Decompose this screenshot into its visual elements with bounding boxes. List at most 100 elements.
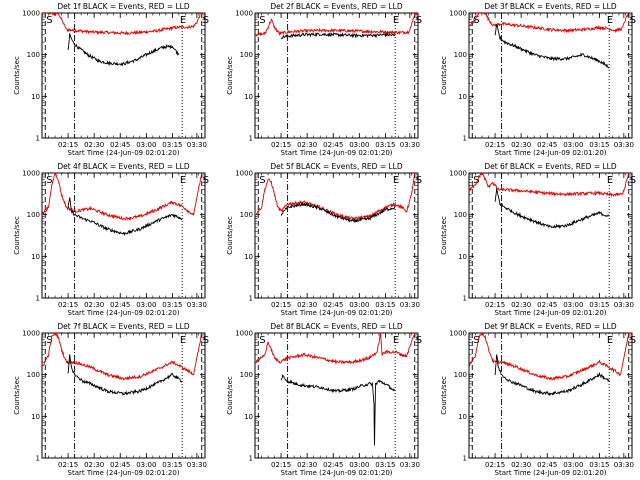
chart-panel-9: Det 9f BLACK = Events, RED = LLD 1 10 100 10… <box>440 322 636 477</box>
series-line-events <box>280 374 396 446</box>
y-tick-label: 1000 <box>235 330 253 338</box>
plot-frame <box>254 12 419 139</box>
x-tick-label: 02:15 <box>58 141 78 149</box>
marker-label: S <box>259 335 265 346</box>
y-axis-label: Counts/sec <box>13 216 21 255</box>
marker-label: S <box>259 15 265 26</box>
y-tick-label: 100 <box>240 51 253 59</box>
chart-panel-6: Det 6f BLACK = Events, RED = LLD 1 10 100 10… <box>440 162 636 317</box>
y-tick-label: 1000 <box>449 170 467 178</box>
x-tick-label: 03:00 <box>349 461 369 469</box>
x-tick-label: 02:30 <box>511 461 531 469</box>
x-axis-label: Start Time (24-Jun-09 02:01:20) <box>68 309 180 317</box>
x-tick-label: 02:15 <box>485 141 505 149</box>
marker-label: S <box>46 175 52 186</box>
y-axis-label: Counts/sec <box>226 56 234 95</box>
chart-panel-8: Det 8f BLACK = Events, RED = LLD 1 10 100 10… <box>226 322 422 477</box>
x-tick-label: 03:30 <box>614 141 634 149</box>
y-tick-label: 1 <box>36 455 40 463</box>
marker-label: E <box>607 335 613 346</box>
x-tick-label: 03:15 <box>589 141 609 149</box>
marker-label: E <box>180 15 186 26</box>
x-tick-label: 03:30 <box>400 301 420 309</box>
x-axis-label: Start Time (24-Jun-09 02:01:20) <box>281 149 393 157</box>
series-line-lld <box>42 173 203 221</box>
series-line-lld <box>42 333 203 381</box>
y-tick-label: 1000 <box>449 10 467 18</box>
y-tick-label: 10 <box>244 253 253 261</box>
y-tick-label: 100 <box>27 51 40 59</box>
series-line-events <box>494 188 610 230</box>
marker-label: E <box>607 175 613 186</box>
x-tick-label: 02:15 <box>58 461 78 469</box>
marker-label: S <box>630 335 636 346</box>
x-tick-label: 02:15 <box>485 461 505 469</box>
marker-label: S <box>630 15 636 26</box>
marker-label: S <box>473 175 479 186</box>
y-axis-label: Counts/sec <box>440 216 448 255</box>
x-tick-label: 03:00 <box>349 141 369 149</box>
x-tick-label: 02:45 <box>323 461 343 469</box>
x-tick-label: 03:15 <box>162 141 182 149</box>
x-tick-label: 03:15 <box>375 301 395 309</box>
x-axis-label: Start Time (24-Jun-09 02:01:20) <box>495 469 607 477</box>
y-tick-label: 10 <box>244 93 253 101</box>
chart-panel-4: Det 4f BLACK = Events, RED = LLD 1 10 100 10… <box>13 162 209 317</box>
x-tick-label: 02:15 <box>58 301 78 309</box>
x-tick-label: 03:00 <box>563 301 583 309</box>
y-tick-label: 1 <box>249 455 253 463</box>
y-axis-label: Counts/sec <box>13 56 21 95</box>
plot-frame <box>468 172 633 299</box>
x-tick-label: 03:00 <box>563 461 583 469</box>
marker-label: S <box>203 15 209 26</box>
y-tick-label: 1 <box>36 295 40 303</box>
y-tick-label: 10 <box>31 253 40 261</box>
y-tick-label: 10 <box>458 93 467 101</box>
x-tick-label: 02:15 <box>271 461 291 469</box>
y-tick-label: 100 <box>27 211 40 219</box>
x-axis-label: Start Time (24-Jun-09 02:01:20) <box>495 309 607 317</box>
x-tick-label: 02:30 <box>511 301 531 309</box>
y-tick-label: 1000 <box>22 10 40 18</box>
x-tick-label: 02:15 <box>271 141 291 149</box>
x-axis-label: Start Time (24-Jun-09 02:01:20) <box>68 149 180 157</box>
y-tick-label: 100 <box>454 211 467 219</box>
marker-label: S <box>473 335 479 346</box>
chart-title: Det 6f BLACK = Events, RED = LLD <box>484 162 617 171</box>
y-tick-label: 10 <box>458 253 467 261</box>
y-tick-label: 10 <box>31 93 40 101</box>
marker-label: E <box>393 15 399 26</box>
x-tick-label: 03:30 <box>187 141 207 149</box>
x-tick-label: 02:45 <box>323 301 343 309</box>
x-tick-label: 03:15 <box>375 461 395 469</box>
plot-frame <box>468 12 633 139</box>
marker-label: S <box>203 175 209 186</box>
plot-frame <box>468 332 633 459</box>
x-tick-label: 03:15 <box>589 301 609 309</box>
series-line-events <box>494 354 610 397</box>
x-tick-label: 02:30 <box>84 141 104 149</box>
series-line-lld <box>255 13 418 37</box>
series-line-events <box>494 24 610 69</box>
y-tick-label: 100 <box>454 51 467 59</box>
marker-label: S <box>416 15 422 26</box>
chart-title: Det 8f BLACK = Events, RED = LLD <box>270 322 403 331</box>
chart-title: Det 4f BLACK = Events, RED = LLD <box>57 162 190 171</box>
marker-label: E <box>607 15 613 26</box>
chart-panel-1: Det 1f BLACK = Events, RED = LLD 1 10 100 10… <box>13 2 209 157</box>
marker-label: S <box>416 335 422 346</box>
x-tick-label: 02:15 <box>271 301 291 309</box>
chart-title: Det 9f BLACK = Events, RED = LLD <box>484 322 617 331</box>
series-line-lld <box>255 333 416 366</box>
chart-panel-3: Det 3f BLACK = Events, RED = LLD 1 10 100 10… <box>440 2 636 157</box>
x-axis-label: Start Time (24-Jun-09 02:01:20) <box>281 309 393 317</box>
x-tick-label: 02:30 <box>84 301 104 309</box>
x-tick-label: 02:30 <box>297 461 317 469</box>
x-tick-label: 02:30 <box>84 461 104 469</box>
y-tick-label: 100 <box>454 371 467 379</box>
x-tick-label: 03:00 <box>136 301 156 309</box>
chart-panel-2: Det 2f BLACK = Events, RED = LLD 1 10 100 10… <box>226 2 422 157</box>
marker-label: S <box>630 175 636 186</box>
x-tick-label: 03:30 <box>400 141 420 149</box>
marker-label: E <box>180 175 186 186</box>
